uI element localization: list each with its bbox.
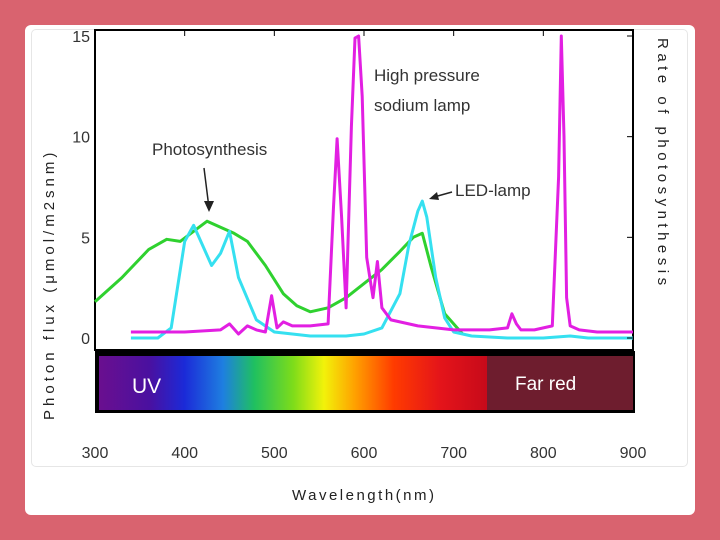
y-tick-label: 15 <box>72 29 90 46</box>
x-tick-label: 600 <box>351 445 378 462</box>
series-line-1 <box>93 219 464 335</box>
spectrum-gradient <box>99 356 487 410</box>
annotation-hps-line2: sodium lamp <box>374 96 470 115</box>
x-axis-ticks: 300 400 500 600 700 800 900 <box>82 30 647 462</box>
annotation-led-lamp: LED-lamp <box>455 181 531 200</box>
x-tick-label: 700 <box>440 445 467 462</box>
y-tick-label: 10 <box>72 130 90 147</box>
x-axis-title: Wavelength(nm) <box>292 487 436 504</box>
y-axis-ticks: 0 5 10 15 <box>72 29 633 348</box>
annotation-arrowhead-photosynthesis <box>204 201 214 212</box>
uv-label: UV <box>132 375 161 398</box>
far-red-region <box>487 356 633 410</box>
series-line-3 <box>130 34 633 336</box>
y-axis-title-left: Photon flux (μmol/m2snm) <box>41 149 58 420</box>
x-tick-label: 300 <box>82 445 109 462</box>
annotation-hps-line1: High pressure <box>374 66 480 85</box>
x-tick-label: 500 <box>261 445 288 462</box>
annotation-photosynthesis: Photosynthesis <box>152 140 267 159</box>
far-red-label: Far red <box>515 374 576 395</box>
series-group <box>93 34 633 340</box>
x-tick-label: 400 <box>171 445 198 462</box>
y-axis-title-right: Rate of photosynthesis <box>654 38 671 290</box>
y-tick-label: 0 <box>81 331 90 348</box>
x-tick-label: 900 <box>620 445 647 462</box>
y-tick-label: 5 <box>81 230 90 247</box>
annotation-arrowhead-led <box>429 192 439 200</box>
series-line-2 <box>130 199 633 340</box>
x-tick-label: 800 <box>530 445 557 462</box>
